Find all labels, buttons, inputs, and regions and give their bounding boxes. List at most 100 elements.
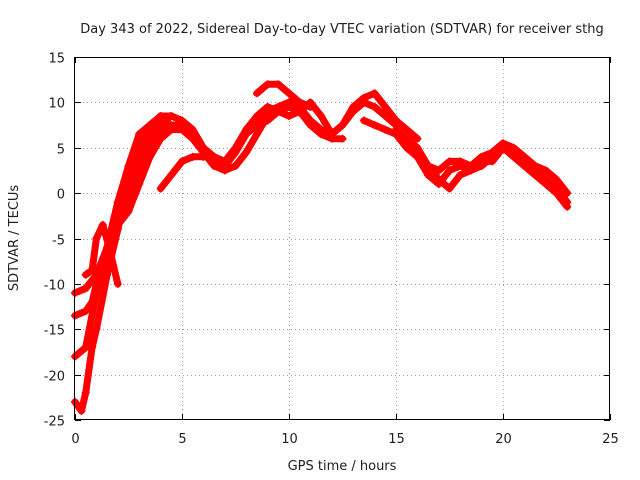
data-point xyxy=(242,125,251,134)
data-point xyxy=(77,406,86,415)
data-point xyxy=(124,207,133,216)
data-point xyxy=(188,152,197,161)
data-point xyxy=(456,157,465,166)
data-point xyxy=(145,152,154,161)
data-point xyxy=(210,152,219,161)
data-point xyxy=(402,134,411,143)
data-point xyxy=(263,80,272,89)
data-point xyxy=(88,266,97,275)
data-point xyxy=(381,111,390,120)
data-point xyxy=(81,307,90,316)
data-point xyxy=(563,189,572,198)
data-point xyxy=(124,189,133,198)
data-point xyxy=(295,98,304,107)
data-point xyxy=(317,111,326,120)
data-point xyxy=(88,298,97,307)
x-tick-label: 10 xyxy=(281,432,298,447)
series-arc-8 xyxy=(252,80,315,111)
data-point xyxy=(113,198,122,207)
data-point xyxy=(113,279,122,288)
data-point xyxy=(81,388,90,397)
x-tick-label: 5 xyxy=(178,432,186,447)
data-point xyxy=(370,121,379,130)
data-point xyxy=(92,325,101,334)
data-point xyxy=(338,134,347,143)
data-point xyxy=(199,152,208,161)
data-point xyxy=(263,111,272,120)
data-point xyxy=(359,116,368,125)
y-tick-label: 15 xyxy=(48,52,65,67)
data-point xyxy=(231,148,240,157)
data-point xyxy=(509,143,518,152)
y-tick-label: -20 xyxy=(44,370,65,385)
y-tick-label: -5 xyxy=(52,234,65,249)
y-axis-label: SDTVAR / TECUs xyxy=(7,185,22,292)
data-point xyxy=(285,111,293,120)
data-point xyxy=(167,111,176,120)
x-tick-label: 0 xyxy=(71,432,79,447)
data-point xyxy=(92,279,101,288)
data-point xyxy=(413,143,422,152)
data-point xyxy=(541,166,550,175)
series-arc-5 xyxy=(81,220,122,288)
data-point xyxy=(124,170,133,179)
data-point xyxy=(306,102,315,111)
data-point xyxy=(167,170,176,179)
series-trace xyxy=(253,80,314,111)
y-tick-label: -10 xyxy=(44,279,65,294)
data-point xyxy=(552,189,561,198)
data-point xyxy=(531,170,540,179)
data-point xyxy=(135,143,144,152)
x-axis-label: GPS time / hours xyxy=(288,459,397,474)
data-point xyxy=(402,125,411,134)
data-point xyxy=(327,130,336,139)
x-tick-label: 25 xyxy=(602,432,619,447)
data-point xyxy=(359,98,368,107)
y-tick-label: -25 xyxy=(44,415,65,430)
data-point xyxy=(252,130,261,139)
data-point xyxy=(381,125,390,134)
data-point xyxy=(220,161,229,170)
data-point xyxy=(306,116,315,125)
data-point xyxy=(402,143,411,152)
data-point xyxy=(81,270,90,279)
data-point xyxy=(317,125,326,134)
data-point xyxy=(349,107,358,116)
data-point xyxy=(81,284,90,293)
data-point xyxy=(552,175,561,184)
data-point xyxy=(135,130,144,139)
data-point xyxy=(274,107,283,116)
data-series xyxy=(71,80,572,415)
plot-frame xyxy=(74,57,610,420)
data-point xyxy=(424,170,433,179)
data-point xyxy=(135,161,144,170)
data-point xyxy=(477,157,486,166)
data-point xyxy=(105,243,114,252)
data-point xyxy=(156,111,165,120)
data-point xyxy=(445,184,454,193)
data-point xyxy=(295,107,304,116)
data-point xyxy=(135,180,144,189)
data-point xyxy=(434,166,443,175)
data-point xyxy=(520,161,529,170)
x-tick-label: 15 xyxy=(388,432,405,447)
data-point xyxy=(92,270,101,279)
y-tick-label: 10 xyxy=(48,97,65,112)
data-point xyxy=(434,175,443,184)
data-point xyxy=(285,98,293,107)
series-arc-11 xyxy=(413,143,572,211)
data-point xyxy=(424,161,433,170)
y-tick-label: 0 xyxy=(57,188,65,203)
data-point xyxy=(188,134,197,143)
data-point xyxy=(252,111,261,120)
data-point xyxy=(178,125,186,134)
data-point xyxy=(488,157,497,166)
data-point xyxy=(520,152,529,161)
data-point xyxy=(445,157,454,166)
data-point xyxy=(252,89,261,98)
axis-ticks: 0 5 10 15 20 25 -25 -20 -15 -10 -5 0 5 10 15 xyxy=(44,52,619,448)
data-point xyxy=(413,152,422,161)
data-point xyxy=(531,161,540,170)
data-point xyxy=(392,125,400,134)
